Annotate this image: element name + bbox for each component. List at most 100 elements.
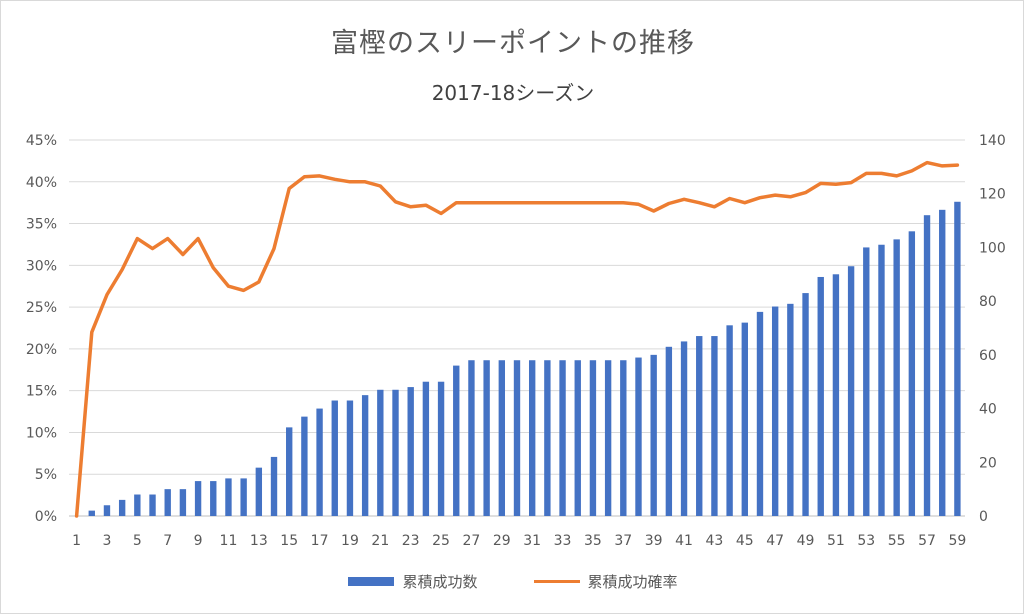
- bar: [863, 247, 870, 516]
- bar: [286, 427, 293, 516]
- bar: [954, 201, 961, 516]
- y-right-tick-label: 0: [979, 509, 988, 525]
- x-tick-label: 21: [371, 533, 389, 549]
- bar: [604, 360, 612, 516]
- bar: [559, 360, 566, 516]
- bar: [377, 389, 384, 516]
- x-tick-label: 13: [250, 533, 268, 549]
- bar: [817, 276, 824, 516]
- bar: [194, 481, 202, 516]
- bar: [164, 489, 171, 516]
- x-tick-label: 59: [948, 533, 966, 549]
- legend-label-line: 累積成功確率: [587, 573, 678, 591]
- x-tick-label: 1: [72, 533, 81, 549]
- y-left-tick-label: 0%: [35, 509, 57, 525]
- y-left-tick-label: 15%: [26, 384, 57, 400]
- bar: [270, 456, 278, 516]
- bar: [240, 478, 247, 516]
- bar: [741, 322, 748, 516]
- bar: [88, 510, 95, 516]
- x-tick-label: 43: [706, 533, 724, 549]
- bar: [923, 215, 931, 516]
- bar: [361, 395, 369, 516]
- bar: [210, 481, 217, 516]
- bar: [787, 303, 794, 516]
- x-tick-label: 11: [220, 533, 238, 549]
- y-left-tick-label: 5%: [35, 467, 57, 483]
- chart-title: 富樫のスリーポイントの推移: [331, 28, 695, 59]
- bar: [756, 311, 764, 516]
- legend-item-bars: 累積成功数: [348, 571, 478, 592]
- y-left-tick-label: 20%: [26, 342, 57, 358]
- x-tick-label: 41: [675, 533, 693, 549]
- y-right-tick-label: 40: [979, 402, 997, 418]
- legend-swatch-line: [533, 580, 580, 583]
- y-left-tick-label: 45%: [26, 133, 57, 149]
- bar: [118, 499, 126, 516]
- x-tick-label: 55: [888, 533, 906, 549]
- legend-swatch-bars: [348, 577, 395, 586]
- bar: [301, 416, 308, 516]
- x-tick-label: 45: [736, 533, 754, 549]
- bar: [620, 360, 627, 516]
- bar: [528, 360, 536, 516]
- y-right-tick-label: 120: [979, 187, 1006, 203]
- bar: [453, 365, 460, 516]
- bar: [149, 494, 156, 516]
- bar: [134, 494, 141, 516]
- bar: [422, 381, 430, 516]
- x-tick-label: 53: [857, 533, 875, 549]
- chart-legend: 累積成功数 累積成功確率: [1, 571, 1024, 592]
- y-right-tick-label: 20: [979, 455, 997, 471]
- x-tick-label: 27: [463, 533, 481, 549]
- bar: [468, 360, 475, 516]
- bar: [179, 489, 187, 516]
- x-tick-label: 3: [103, 533, 112, 549]
- x-tick-label: 7: [163, 533, 172, 549]
- x-tick-label: 49: [797, 533, 815, 549]
- x-tick-label: 57: [918, 533, 936, 549]
- x-tick-label: 15: [280, 533, 298, 549]
- bar: [802, 293, 809, 516]
- x-tick-label: 39: [645, 533, 663, 549]
- y-left-tick-label: 25%: [26, 300, 57, 316]
- x-tick-label: 31: [523, 533, 541, 549]
- bar: [832, 274, 840, 516]
- bar: [726, 325, 733, 516]
- x-tick-label: 17: [311, 533, 329, 549]
- bar: [346, 400, 354, 516]
- bar: [635, 357, 642, 516]
- bar: [437, 381, 445, 516]
- x-tick-label: 47: [766, 533, 784, 549]
- chart-subtitle: 2017-18シーズン: [431, 81, 595, 105]
- bar: [513, 360, 521, 516]
- y-right-tick-label: 140: [979, 133, 1006, 149]
- x-tick-label: 19: [341, 533, 359, 549]
- x-tick-label: 23: [402, 533, 420, 549]
- bar: [316, 408, 323, 516]
- bar: [331, 400, 338, 516]
- bar: [103, 505, 111, 516]
- y-right-tick-label: 80: [979, 294, 997, 310]
- y-right-tick-label: 60: [979, 348, 997, 364]
- bar: [893, 239, 900, 516]
- x-tick-label: 29: [493, 533, 511, 549]
- x-tick-label: 51: [827, 533, 845, 549]
- bar: [939, 209, 946, 517]
- x-tick-label: 9: [194, 533, 203, 549]
- bar: [847, 266, 855, 516]
- y-left-tick-label: 30%: [26, 258, 57, 274]
- bar: [908, 231, 916, 517]
- legend-label-bars: 累積成功数: [402, 573, 478, 591]
- bar: [650, 354, 657, 516]
- bar: [498, 360, 506, 516]
- bar: [255, 467, 263, 516]
- bar: [574, 360, 581, 516]
- bar: [771, 306, 779, 516]
- bar: [392, 389, 399, 516]
- bar: [483, 360, 490, 516]
- y-left-tick-label: 35%: [26, 217, 57, 233]
- bar: [711, 336, 718, 516]
